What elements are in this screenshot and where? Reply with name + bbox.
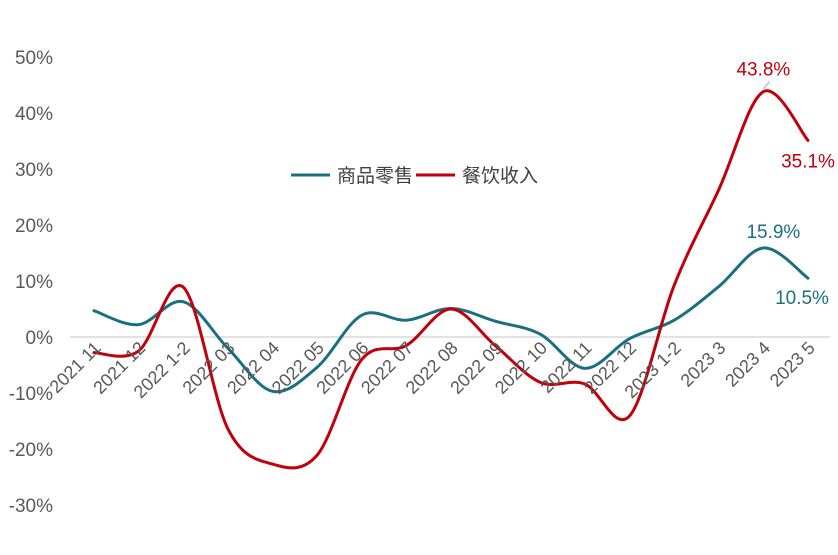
legend-label: 餐饮收入 [462, 165, 538, 187]
data-label: 35.1% [781, 151, 835, 172]
data-label: 10.5% [775, 288, 829, 309]
data-label: 43.8% [736, 60, 790, 81]
y-tick-label: -20% [9, 440, 53, 461]
legend-label: 商品零售 [337, 165, 413, 187]
y-axis-tick-labels: 50% 40% 30% 20% 10% 0% -10% -20% -30% [9, 48, 53, 517]
y-tick-label: 30% [15, 160, 53, 181]
y-tick-label: -30% [9, 496, 53, 517]
y-tick-label: 0% [26, 328, 54, 349]
x-tick-label: 2023 3 [677, 338, 730, 391]
legend: 商品零售 餐饮收入 [291, 165, 538, 187]
y-tick-label: 40% [15, 104, 53, 125]
y-tick-label: 10% [15, 272, 53, 293]
y-tick-label: 20% [15, 216, 53, 237]
y-tick-label: 50% [15, 48, 53, 69]
x-tick-label: 2023 5 [766, 338, 819, 391]
data-labels: 43.8% 35.1% 15.9% 10.5% [736, 60, 835, 309]
data-label: 15.9% [746, 222, 800, 243]
label-leader-line [762, 81, 770, 90]
y-tick-label: -10% [9, 384, 53, 405]
series-lines [92, 89, 810, 470]
series-line-catering [92, 89, 810, 470]
x-tick-label: 2023 4 [721, 338, 774, 391]
